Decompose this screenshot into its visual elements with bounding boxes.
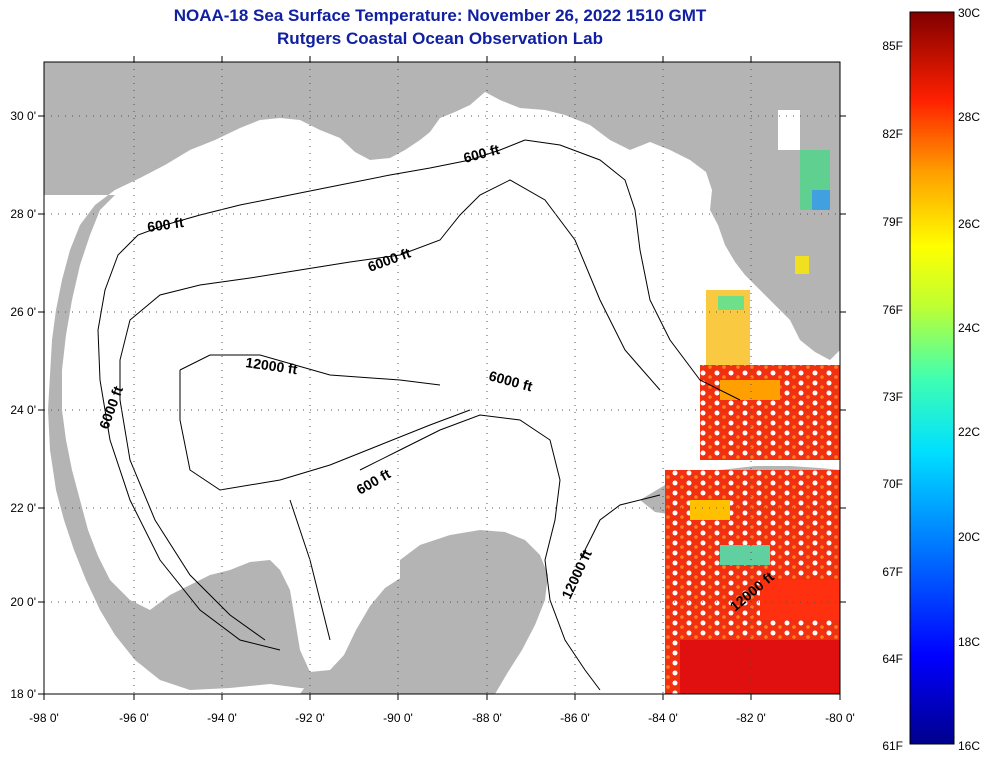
colorbar-c-label: 16C xyxy=(958,739,980,753)
colorbar-f-label: 64F xyxy=(882,652,903,666)
colorbar-c-label: 18C xyxy=(958,635,980,649)
land-central-america xyxy=(300,620,400,694)
colorbar-c-label: 28C xyxy=(958,110,980,124)
colorbar-c-label: 26C xyxy=(958,217,980,231)
lon-tick-label: -84 0' xyxy=(648,711,678,725)
lon-tick-label: -88 0' xyxy=(472,711,502,725)
lat-tick-label: 22 0' xyxy=(10,501,36,515)
colorbar-f-label: 73F xyxy=(882,390,903,404)
graticule xyxy=(44,62,840,694)
lon-tick-label: -92 0' xyxy=(295,711,325,725)
plot-frame xyxy=(43,61,841,695)
lon-tick-label: -82 0' xyxy=(736,711,766,725)
colorbar-f-label: 76F xyxy=(882,303,903,317)
colorbar-f-label: 79F xyxy=(882,215,903,229)
frame-ticks xyxy=(38,56,846,700)
map-subtitle: Rutgers Coastal Ocean Observation Lab xyxy=(277,29,603,48)
lon-tick-label: -94 0' xyxy=(207,711,237,725)
temperature-colorbar: 85F 82F 79F 76F 73F 70F 67F 64F 61F 30C … xyxy=(882,6,980,753)
colorbar-f-label: 85F xyxy=(882,39,903,53)
bathymetry-contours xyxy=(97,139,741,691)
lon-tick-label: -86 0' xyxy=(560,711,590,725)
land-yucatan xyxy=(400,530,548,694)
lon-tick-label: -96 0' xyxy=(119,711,149,725)
land-florida xyxy=(718,62,840,352)
contour-label: 12000 ft xyxy=(245,354,299,377)
colorbar-c-label: 22C xyxy=(958,425,980,439)
lat-axis: 30 0' 28 0' 26 0' 24 0' 22 0' 20 0' 18 0… xyxy=(10,109,36,701)
lat-tick-label: 18 0' xyxy=(10,687,36,701)
colorbar-c-label: 20C xyxy=(958,530,980,544)
lat-tick-label: 30 0' xyxy=(10,109,36,123)
lon-tick-label: -90 0' xyxy=(383,711,413,725)
lat-tick-label: 20 0' xyxy=(10,595,36,609)
lat-tick-label: 24 0' xyxy=(10,403,36,417)
colorbar-f-label: 82F xyxy=(882,127,903,141)
lon-tick-label: -80 0' xyxy=(825,711,855,725)
contour-label: 600 ft xyxy=(146,214,185,235)
lat-tick-label: 26 0' xyxy=(10,305,36,319)
lon-axis: -98 0' -96 0' -94 0' -92 0' -90 0' -88 0… xyxy=(29,711,855,725)
colorbar-f-label: 67F xyxy=(882,565,903,579)
colorbar-f-label: 70F xyxy=(882,477,903,491)
colorbar-gradient xyxy=(909,11,955,745)
lat-tick-label: 28 0' xyxy=(10,207,36,221)
map-title: NOAA-18 Sea Surface Temperature: Novembe… xyxy=(173,6,707,25)
lon-tick-label: -98 0' xyxy=(29,711,59,725)
colorbar-f-label: 61F xyxy=(882,739,903,753)
colorbar-c-label: 24C xyxy=(958,321,980,335)
colorbar-c-label: 30C xyxy=(958,6,980,20)
sst-data-swath xyxy=(665,110,840,694)
